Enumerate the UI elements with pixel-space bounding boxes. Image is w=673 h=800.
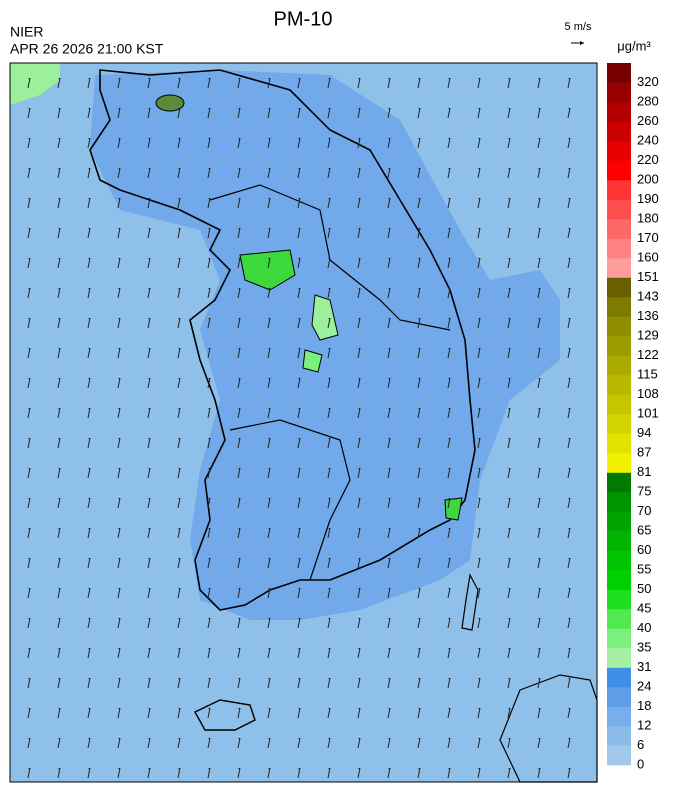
wind-vectors — [10, 63, 597, 782]
colorbar-segment — [607, 316, 631, 337]
colorbar-tick-label: 40 — [637, 620, 651, 635]
colorbar-tick-label: 136 — [637, 308, 659, 323]
colorbar-tick-label: 18 — [637, 698, 651, 713]
colorbar-tick-label: 143 — [637, 288, 659, 303]
colorbar-tick-label: 0 — [637, 756, 644, 771]
colorbar-segment — [607, 375, 631, 395]
colorbar-segment — [607, 238, 631, 259]
colorbar-segment — [607, 63, 631, 83]
colorbar-segment — [607, 219, 631, 239]
timestamp: APR 26 2026 21:00 KST — [10, 41, 164, 57]
colorbar-tick-label: 190 — [637, 191, 659, 206]
title: PM-10 — [274, 8, 333, 30]
colorbar-segment — [607, 355, 631, 376]
colorbar-segment — [607, 570, 631, 590]
colorbar-segment — [607, 414, 631, 434]
colorbar-segment — [607, 726, 631, 746]
source: NIER — [10, 24, 43, 40]
colorbar-tick-label: 50 — [637, 581, 651, 596]
colorbar-segment — [607, 472, 631, 493]
colorbar-tick-label: 101 — [637, 405, 659, 420]
colorbar-tick-label: 220 — [637, 152, 659, 167]
colorbar-tick-label: 24 — [637, 678, 651, 693]
colorbar-tick-label: 94 — [637, 425, 651, 440]
colorbar-segment — [607, 648, 631, 668]
colorbar-tick-label: 129 — [637, 327, 659, 342]
colorbar-segment — [607, 102, 631, 122]
colorbar-tick-label: 65 — [637, 522, 651, 537]
colorbar-segment — [607, 531, 631, 551]
colorbar-segment — [607, 277, 631, 298]
colorbar-segment — [607, 628, 631, 649]
colorbar-segment — [607, 609, 631, 629]
wind-legend-arrowhead — [580, 41, 584, 45]
colorbar-tick-label: 70 — [637, 503, 651, 518]
map-frame — [9, 62, 598, 783]
colorbar-tick-label: 160 — [637, 249, 659, 264]
colorbar-tick-label: 122 — [637, 347, 659, 362]
colorbar-tick-label: 45 — [637, 600, 651, 615]
colorbar-tick-label: 55 — [637, 561, 651, 576]
colorbar-segment — [607, 82, 631, 103]
colorbar-tick-label: 200 — [637, 171, 659, 186]
colorbar-segment — [607, 258, 631, 278]
colorbar-tick-label: 31 — [637, 659, 651, 674]
colorbar-segment — [607, 511, 631, 532]
colorbar-segment — [607, 745, 631, 766]
colorbar-segment — [607, 336, 631, 356]
colorbar-segment — [607, 453, 631, 473]
colorbar-tick-label: 87 — [637, 444, 651, 459]
colorbar-segment — [607, 199, 631, 220]
colorbar-tick-label: 108 — [637, 386, 659, 401]
colorbar-segment — [607, 550, 631, 571]
colorbar-tick-label: 75 — [637, 483, 651, 498]
colorbar-tick-label: 260 — [637, 113, 659, 128]
colorbar-segment — [607, 160, 631, 181]
colorbar-segment — [607, 121, 631, 142]
colorbar-segment — [607, 706, 631, 727]
colorbar-segment — [607, 667, 631, 688]
unit: μg/m³ — [617, 38, 651, 53]
colorbar-tick-label: 6 — [637, 737, 644, 752]
colorbar-tick-label: 240 — [637, 132, 659, 147]
colorbar-segment — [607, 589, 631, 610]
colorbar-segment — [607, 141, 631, 161]
colorbar-segment — [607, 394, 631, 415]
colorbar-tick-label: 280 — [637, 93, 659, 108]
colorbar-tick-label: 81 — [637, 464, 651, 479]
colorbar-tick-label: 320 — [637, 74, 659, 89]
colorbar-tick-label: 35 — [637, 639, 651, 654]
colorbar-segment — [607, 687, 631, 707]
colorbar-segment — [607, 180, 631, 200]
colorbar-tick-label: 60 — [637, 542, 651, 557]
colorbar-segment — [607, 492, 631, 512]
colorbar-tick-label: 12 — [637, 717, 651, 732]
map — [9, 62, 598, 783]
colorbar-tick-label: 180 — [637, 210, 659, 225]
colorbar-tick-label: 115 — [637, 366, 658, 381]
colorbar-segment — [607, 433, 631, 454]
colorbar-segment — [607, 297, 631, 317]
colorbar-tick-label: 170 — [637, 230, 659, 245]
colorbar-tick-label: 151 — [637, 269, 659, 284]
wind-legend-label: 5 m/s — [565, 21, 592, 33]
colorbar: 0 6 12 18 24 31 35 40 45 50 55 60 65 70 75 81 87 94 101 108… — [607, 63, 659, 771]
